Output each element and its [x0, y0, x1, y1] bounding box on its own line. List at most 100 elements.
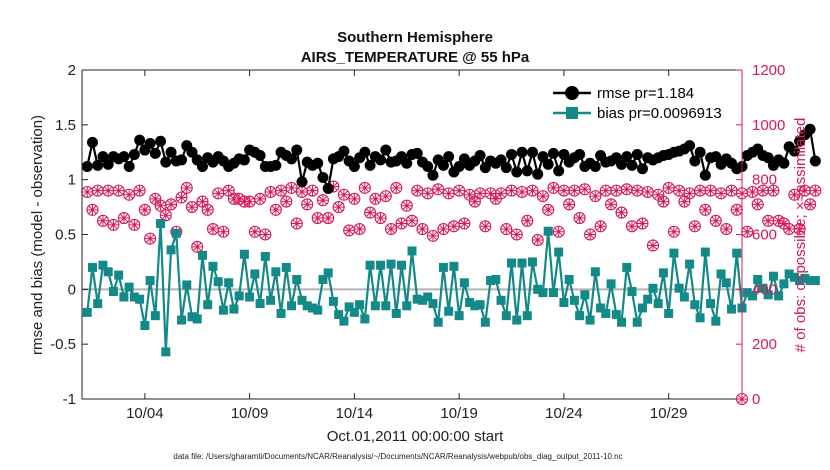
- obs-possible-point: [458, 217, 471, 230]
- rmse-point: [86, 136, 98, 148]
- obs-assimilated-point: [291, 218, 302, 229]
- bias-point: [166, 245, 176, 255]
- obs-assimilated-point: [721, 223, 732, 235]
- bias-point: [156, 219, 166, 229]
- bias-point: [313, 305, 323, 315]
- bias-point: [449, 261, 459, 271]
- bias-point: [271, 267, 281, 277]
- bias-point: [376, 260, 386, 270]
- y-tick-label-left: 0: [68, 281, 76, 298]
- x-tick-label: 10/19: [440, 405, 478, 422]
- bias-point: [349, 307, 359, 317]
- plot-background: [82, 70, 742, 399]
- rmse-point: [291, 144, 303, 156]
- obs-assimilated-point: [118, 212, 130, 224]
- obs-assimilated-point: [448, 221, 460, 232]
- bias-point: [742, 288, 752, 298]
- rmse-point: [118, 151, 130, 163]
- obs-possible-point: [217, 225, 230, 238]
- bias-point: [554, 247, 564, 257]
- rmse-point: [574, 148, 586, 160]
- rmse-point: [526, 146, 538, 158]
- rmse-point: [123, 161, 135, 173]
- obs-possible-point: [144, 232, 157, 245]
- x-axis-label: Oct.01,2011 00:00:00 start: [327, 428, 504, 445]
- obs-assimilated-point: [270, 204, 282, 216]
- obs-possible-point: [269, 203, 282, 216]
- obs-possible-point: [536, 190, 550, 203]
- rmse-point: [375, 154, 387, 166]
- obs-assimilated-point: [333, 201, 344, 213]
- rmse-point: [364, 159, 376, 171]
- bias-point: [297, 295, 307, 305]
- x-tick-label: 10/24: [545, 405, 583, 422]
- bias-point: [177, 315, 187, 325]
- bias-point: [98, 260, 108, 270]
- bias-point: [229, 304, 239, 314]
- obs-assimilated-point: [197, 196, 208, 207]
- obs-assimilated-point: [574, 212, 585, 224]
- rmse-point: [401, 157, 413, 169]
- bias-point: [653, 299, 663, 309]
- bias-point: [548, 288, 558, 298]
- obs-possible-point: [604, 198, 618, 211]
- bias-point: [664, 308, 674, 318]
- bias-point: [517, 258, 527, 268]
- bias-point: [307, 303, 317, 313]
- obs-assimilated-point: [768, 185, 779, 196]
- bias-point: [360, 314, 370, 324]
- rmse-point: [537, 151, 549, 163]
- obs-possible-point: [405, 214, 419, 227]
- bias-point: [192, 314, 202, 324]
- bias-point: [108, 287, 118, 297]
- bias-point: [386, 259, 396, 269]
- bias-point: [302, 301, 312, 311]
- bias-point: [197, 250, 207, 260]
- obs-assimilated-point: [522, 215, 533, 226]
- rmse-point: [453, 161, 465, 173]
- obs-possible-point: [107, 218, 120, 231]
- rmse-point: [762, 152, 774, 164]
- obs-assimilated-point: [108, 219, 119, 231]
- obs-assimilated-point: [302, 199, 313, 210]
- obs-assimilated-point: [265, 186, 276, 198]
- rmse-point: [616, 158, 628, 170]
- obs-possible-point: [374, 212, 387, 225]
- bias-point: [491, 274, 501, 284]
- obs-assimilated-point: [113, 185, 124, 196]
- obs-assimilated-point: [281, 196, 292, 207]
- obs-assimilated-point: [673, 185, 685, 196]
- bias-point: [747, 291, 757, 301]
- bias-point: [465, 297, 475, 307]
- bias-point: [690, 300, 700, 310]
- obs-assimilated-point: [590, 190, 601, 202]
- rmse-point: [547, 147, 559, 159]
- y-tick-label-right: 1000: [752, 117, 785, 134]
- bias-point: [454, 311, 464, 321]
- obs-possible-point: [191, 240, 204, 253]
- bias-point: [255, 299, 265, 309]
- obs-assimilated-point: [605, 199, 617, 210]
- bias-point: [527, 257, 537, 267]
- data-file-footnote: data file: /Users/gharamti/Documents/NCA…: [173, 452, 622, 461]
- bias-point: [381, 301, 391, 311]
- obs-assimilated-point: [165, 199, 177, 210]
- rmse-point: [626, 159, 638, 171]
- bias-point: [575, 311, 585, 321]
- y-axis-label-right: # of obs: o=possible; ×=assimilated: [792, 118, 809, 353]
- obs-possible-point: [453, 184, 466, 197]
- legend-label: rmse pr=1.184: [597, 85, 694, 102]
- bias-point: [564, 274, 574, 284]
- obs-assimilated-point: [527, 185, 538, 196]
- obs-assimilated-point: [123, 189, 135, 200]
- obs-possible-point: [159, 209, 172, 222]
- obs-assimilated-point: [275, 185, 287, 196]
- obs-assimilated-point: [600, 185, 612, 196]
- obs-possible-point: [123, 188, 136, 201]
- obs-assimilated-point: [694, 185, 706, 196]
- bias-point: [260, 251, 270, 261]
- bias-point: [622, 262, 632, 272]
- rmse-point: [296, 176, 308, 188]
- obs-possible-point: [426, 229, 440, 242]
- obs-possible-point: [86, 203, 99, 216]
